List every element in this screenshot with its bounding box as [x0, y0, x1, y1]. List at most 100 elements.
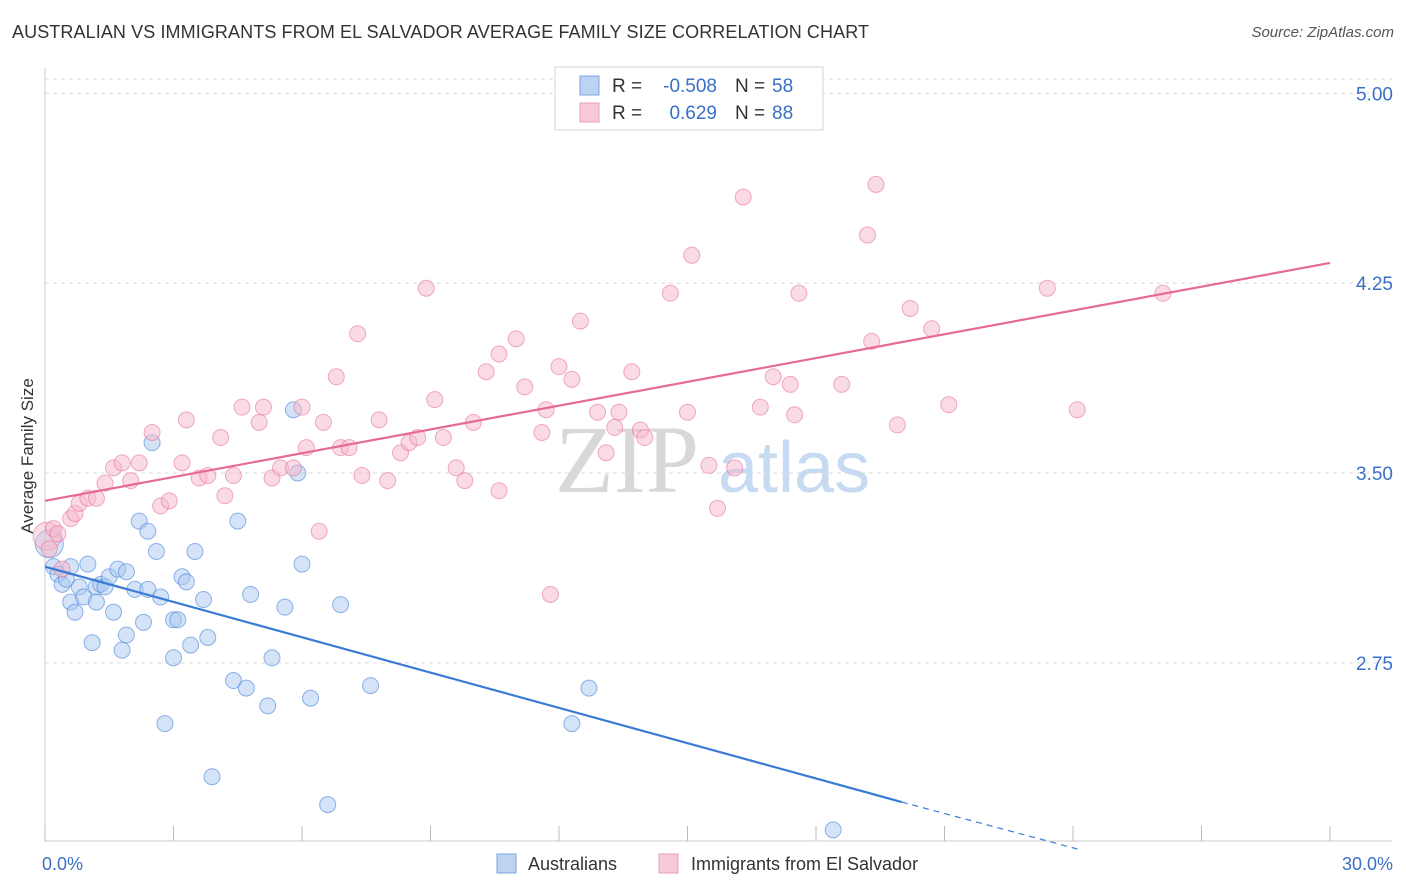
- el-salvador-point: [434, 429, 452, 447]
- australians-point: [293, 555, 311, 573]
- el-salvador-point: [606, 418, 624, 436]
- el-salvador-point: [143, 423, 161, 441]
- australians-point: [113, 641, 131, 659]
- legend-swatch-pink: [579, 102, 600, 123]
- legend-swatch-blue: [579, 75, 600, 96]
- legend-n-label-pink: N =: [735, 103, 765, 124]
- el-salvador-point: [477, 363, 495, 381]
- el-salvador-point: [353, 467, 371, 485]
- legend-bottom-label-el-salvador: Immigrants from El Salvador: [691, 854, 918, 874]
- el-salvador-point: [636, 429, 654, 447]
- legend-bottom-swatch-pink: [658, 853, 679, 874]
- australians-point: [169, 611, 187, 629]
- el-salvador-point: [310, 522, 328, 540]
- australians-point: [229, 512, 247, 530]
- el-salvador-point: [456, 472, 474, 490]
- tick-labels: 2.75 3.50 4.25 5.00 0.0% 30.0%: [42, 84, 1393, 874]
- chart-title: AUSTRALIAN VS IMMIGRANTS FROM EL SALVADO…: [12, 22, 870, 42]
- legend-bottom-swatch-blue: [496, 853, 517, 874]
- el-salvador-point: [610, 403, 628, 421]
- australians-point: [824, 821, 842, 839]
- australians-point: [66, 603, 84, 621]
- el-salvador-point: [370, 411, 388, 429]
- el-salvador-point: [130, 454, 148, 472]
- el-salvador-trend-line: [44, 261, 1331, 502]
- el-salvador-point: [284, 459, 302, 477]
- australians-point: [302, 689, 320, 707]
- el-salvador-point: [490, 345, 508, 363]
- el-salvador-point: [1068, 401, 1086, 419]
- el-salvador-point: [1038, 279, 1056, 297]
- legend-top: R = -0.508 N = 58 R = 0.629 N = 88: [554, 66, 824, 131]
- legend-n-label-blue: N =: [735, 76, 765, 97]
- australians-point: [242, 585, 260, 603]
- el-salvador-point: [786, 406, 804, 424]
- australians-point: [139, 522, 157, 540]
- el-salvador-point: [764, 368, 782, 386]
- watermark: ZIP atlas: [555, 406, 870, 513]
- australians-point: [203, 768, 221, 786]
- el-salvador-point: [507, 330, 525, 348]
- australians-point: [182, 636, 200, 654]
- el-salvador-point: [679, 403, 696, 421]
- trend-lines: [44, 261, 1331, 851]
- el-salvador-point: [867, 175, 885, 193]
- australians-point: [165, 649, 182, 667]
- el-salvador-point: [490, 482, 508, 500]
- el-salvador-point: [597, 444, 615, 462]
- australians-point: [83, 634, 101, 652]
- legend-r-value-blue: -0.508: [663, 76, 717, 97]
- legend-bottom-label-australians: Australians: [528, 854, 617, 874]
- australians-point: [263, 649, 281, 667]
- el-salvador-point: [888, 416, 906, 434]
- y-tick-label: 4.25: [1356, 274, 1393, 295]
- australians-point: [362, 677, 380, 695]
- el-salvador-point: [96, 474, 114, 492]
- el-salvador-point: [447, 459, 465, 477]
- legend-bottom: Australians Immigrants from El Salvador: [496, 853, 918, 874]
- australians-point: [199, 629, 217, 647]
- el-salvador-point: [790, 284, 808, 302]
- australians-point: [276, 598, 294, 616]
- axes: [44, 68, 1392, 842]
- el-salvador-point: [623, 363, 641, 381]
- el-salvador-point: [224, 467, 242, 485]
- el-salvador-point: [940, 396, 958, 414]
- australians-point: [332, 596, 350, 614]
- el-salvador-point: [533, 423, 551, 441]
- el-salvador-point: [40, 540, 58, 558]
- el-salvador-point: [734, 188, 752, 206]
- el-salvador-point: [901, 299, 919, 317]
- el-salvador-point: [233, 398, 251, 416]
- australians-trend-line: [44, 565, 902, 804]
- australians-point: [156, 715, 174, 733]
- x-tick-label: 0.0%: [42, 854, 83, 874]
- legend-r-label-pink: R =: [612, 103, 642, 124]
- australians-point: [224, 672, 242, 690]
- el-salvador-point: [379, 472, 397, 490]
- australians-point: [259, 697, 277, 715]
- el-salvador-point: [683, 246, 701, 264]
- el-salvador-point: [113, 454, 131, 472]
- el-salvador-point: [49, 525, 67, 543]
- el-salvador-point: [541, 585, 559, 603]
- watermark-atlas: atlas: [718, 428, 870, 508]
- australians-point: [79, 555, 97, 573]
- el-salvador-point: [751, 398, 769, 416]
- el-salvador-point: [327, 368, 345, 386]
- australians-point: [87, 593, 105, 611]
- el-salvador-point: [426, 391, 444, 409]
- australians-point: [186, 542, 204, 560]
- el-salvador-point: [212, 429, 230, 447]
- australians-point: [177, 573, 195, 591]
- australians-point: [135, 613, 153, 631]
- australians-point: [580, 679, 598, 697]
- el-salvador-point: [349, 325, 367, 343]
- australians-point: [117, 563, 135, 581]
- y-tick-label: 5.00: [1356, 84, 1393, 105]
- el-salvador-point: [314, 413, 332, 431]
- el-salvador-point: [563, 370, 581, 388]
- y-tick-label: 2.75: [1356, 654, 1393, 675]
- el-salvador-point: [700, 456, 718, 474]
- el-salvador-point: [417, 279, 435, 297]
